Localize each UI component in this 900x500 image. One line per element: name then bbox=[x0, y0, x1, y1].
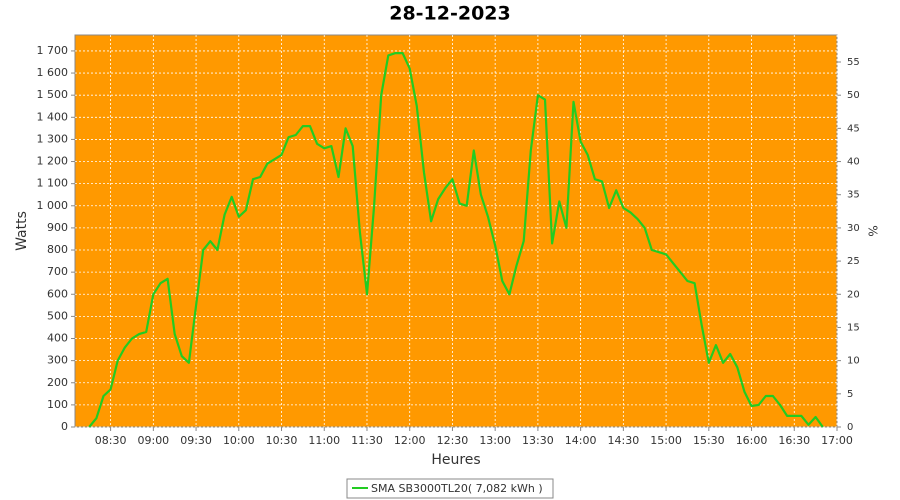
y2-tick-label: 45 bbox=[847, 123, 860, 134]
y-tick-label: 700 bbox=[47, 265, 68, 278]
y-tick-label: 1 400 bbox=[37, 110, 69, 123]
y2-tick-label: 50 bbox=[847, 90, 860, 101]
y-tick-label: 1 700 bbox=[37, 44, 69, 57]
y-tick-label: 1 300 bbox=[37, 132, 69, 145]
y2-tick-label: 15 bbox=[847, 322, 860, 333]
y-tick-label: 1 600 bbox=[37, 66, 69, 79]
y-tick-label: 500 bbox=[47, 309, 68, 322]
y-axis-label: Watts bbox=[14, 211, 30, 251]
y2-tick-label: 10 bbox=[847, 356, 860, 367]
y2-tick-label: 0 bbox=[847, 422, 853, 433]
x-tick-label: 13:00 bbox=[479, 434, 511, 447]
y-tick-label: 100 bbox=[47, 398, 68, 411]
y2-tick-label: 5 bbox=[847, 389, 853, 400]
x-tick-label: 12:30 bbox=[437, 434, 469, 447]
legend-label: SMA SB3000TL20( 7,082 kWh ) bbox=[371, 482, 543, 495]
x-tick-label: 11:00 bbox=[308, 434, 340, 447]
x-tick-label: 09:00 bbox=[137, 434, 169, 447]
y2-tick-label: 25 bbox=[847, 256, 860, 267]
y-tick-label: 200 bbox=[47, 376, 68, 389]
x-tick-label: 11:30 bbox=[351, 434, 383, 447]
y-tick-label: 300 bbox=[47, 354, 68, 367]
y2-tick-label: 35 bbox=[847, 190, 860, 201]
x-tick-label: 13:30 bbox=[522, 434, 554, 447]
y2-tick-label: 40 bbox=[847, 157, 860, 168]
x-tick-label: 16:30 bbox=[778, 434, 810, 447]
y-tick-label: 1 500 bbox=[37, 88, 69, 101]
x-tick-label: 10:30 bbox=[266, 434, 298, 447]
x-tick-label: 15:30 bbox=[693, 434, 725, 447]
y-tick-label: 1 200 bbox=[37, 155, 69, 168]
y2-axis-label: % bbox=[866, 225, 880, 236]
y-tick-label: 900 bbox=[47, 221, 68, 234]
x-tick-label: 12:00 bbox=[394, 434, 426, 447]
x-tick-label: 15:00 bbox=[650, 434, 682, 447]
x-tick-label: 16:00 bbox=[736, 434, 768, 447]
y-tick-label: 1 000 bbox=[37, 199, 69, 212]
x-tick-label: 14:30 bbox=[608, 434, 640, 447]
plot-area bbox=[74, 34, 838, 428]
x-axis-label: Heures bbox=[431, 452, 480, 468]
x-tick-label: 14:00 bbox=[565, 434, 597, 447]
y-tick-label: 600 bbox=[47, 287, 68, 300]
y2-tick-label: 20 bbox=[847, 289, 860, 300]
y2-tick-label: 30 bbox=[847, 223, 860, 234]
chart-title: 28-12-2023 bbox=[389, 3, 511, 25]
y2-tick-label: 55 bbox=[847, 57, 860, 68]
y-tick-label: 1 100 bbox=[37, 177, 69, 190]
legend bbox=[346, 478, 554, 499]
y-tick-label: 800 bbox=[47, 243, 68, 256]
y-tick-label: 400 bbox=[47, 332, 68, 345]
x-tick-label: 08:30 bbox=[95, 434, 127, 447]
y-tick-label: 0 bbox=[61, 420, 68, 433]
data-line bbox=[88, 52, 824, 428]
x-tick-label: 17:00 bbox=[821, 434, 853, 447]
x-tick-label: 09:30 bbox=[180, 434, 212, 447]
x-tick-label: 10:00 bbox=[223, 434, 255, 447]
